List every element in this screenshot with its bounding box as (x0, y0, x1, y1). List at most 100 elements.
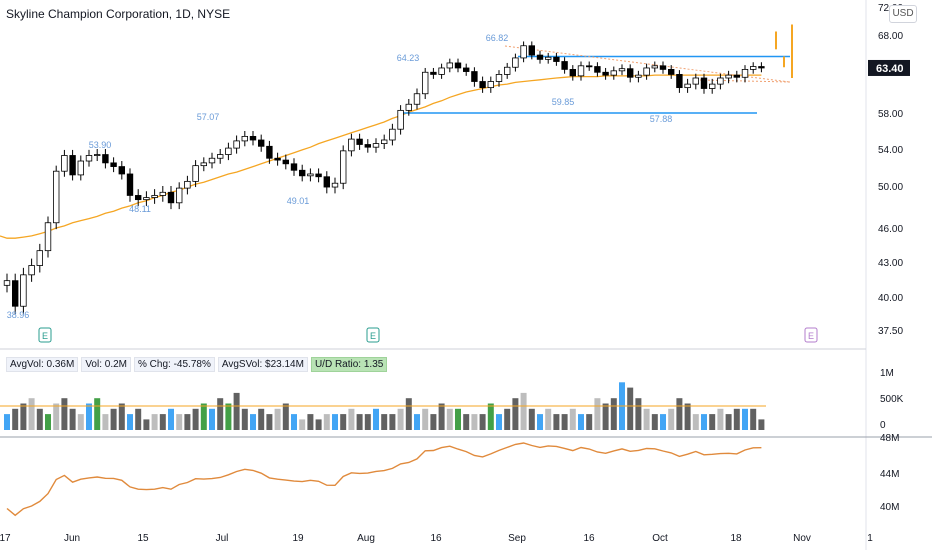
volume-bar (717, 408, 724, 430)
price-axis: 72.0068.0063.4058.0054.0050.0046.0043.00… (868, 3, 910, 337)
volume-bar (455, 408, 461, 430)
chg-label: % Chg: -45.78% (134, 357, 215, 372)
candle-body (298, 169, 306, 177)
price-tick-label: 43.00 (878, 258, 903, 269)
volume-bar (241, 408, 248, 430)
candle-body (175, 187, 183, 204)
price-annotation: 66.82 (486, 33, 509, 43)
support-resistance-layer (400, 45, 791, 114)
candle-body (454, 62, 462, 69)
candle-body (118, 166, 125, 175)
volume-bar (750, 408, 757, 430)
volume-bar (151, 414, 158, 430)
price-tick-label: 54.00 (878, 145, 903, 156)
volume-bar (528, 408, 535, 430)
candle-body (594, 66, 601, 73)
rs-tick-label: 44M (880, 469, 899, 480)
volume-bars-layer (0, 382, 766, 430)
volume-bar (217, 398, 224, 430)
volume-bar (45, 414, 51, 430)
candle-body (430, 71, 437, 75)
candle-body (134, 195, 142, 201)
avgdollar-label: AvgSVol: $23.14M (217, 357, 308, 372)
earnings-marker (38, 327, 52, 343)
candle-body (495, 74, 503, 82)
candle-body (446, 62, 453, 69)
candle-body (536, 54, 544, 60)
volume-bar (340, 414, 347, 430)
candle-body (36, 250, 43, 266)
volume-bar (176, 414, 183, 430)
price-tick-label: 46.00 (878, 224, 903, 235)
volume-bar (4, 414, 10, 430)
volume-legend: AvgVol: 0.36M Vol: 0.2M % Chg: -45.78% A… (6, 357, 388, 372)
time-tick-label: Aug (357, 533, 375, 544)
volume-bar (233, 392, 240, 430)
candle-body (610, 70, 617, 76)
candle-body (208, 157, 216, 164)
volume-bar (553, 414, 560, 430)
earnings-marker (804, 327, 818, 343)
time-tick-label: Sep (508, 533, 526, 544)
volume-bar (348, 408, 355, 430)
volume-bar (660, 414, 666, 430)
volume-bar (684, 403, 691, 430)
candle-body (520, 45, 527, 59)
volume-bar (332, 414, 338, 430)
time-tick-label: Jun (64, 533, 80, 544)
candle-body (389, 128, 396, 141)
time-tick-label: Nov (793, 533, 811, 544)
volume-bar (127, 414, 133, 430)
candle-body (733, 74, 740, 78)
volume-bar (602, 403, 609, 430)
volume-bar (446, 408, 453, 430)
candle-body (192, 165, 199, 182)
earnings-marker-label: E (808, 331, 814, 341)
candle-body (512, 57, 519, 68)
candle-body (676, 74, 683, 89)
time-tick-label: Jul (216, 533, 229, 544)
volume-bar (250, 414, 256, 430)
volume-bar (643, 408, 650, 430)
currency-badge[interactable]: USD (889, 5, 917, 23)
candle-body (339, 150, 347, 184)
volume-bar (61, 398, 68, 430)
candle-body (241, 135, 248, 142)
volume-bar (414, 414, 420, 430)
volume-bar (545, 408, 552, 430)
candle-body (438, 67, 445, 75)
candle-body (528, 45, 535, 56)
candle-body (405, 103, 412, 111)
volume-bar (569, 408, 576, 430)
volume-bar (758, 419, 765, 430)
candle-body (20, 274, 27, 307)
time-tick-label: 16 (430, 533, 442, 544)
volume-bar (430, 414, 437, 430)
volume-bar (209, 408, 215, 430)
price-tick-label: 40.00 (878, 293, 903, 304)
volume-bar (709, 414, 716, 430)
volume-bar (356, 414, 363, 430)
volume-bar (20, 403, 27, 430)
rs-tick-label: 48M (880, 433, 899, 444)
volume-bar (594, 398, 601, 430)
volume-bar (307, 414, 314, 430)
candle-body (110, 162, 117, 167)
candle-body (225, 147, 232, 155)
volume-bar (479, 414, 486, 430)
price-tick-label: 68.00 (878, 31, 903, 42)
candle-body (282, 159, 289, 165)
current-price-tag (868, 59, 910, 76)
candle-body (143, 197, 150, 201)
current-price-label: 63.40 (876, 63, 904, 75)
volume-bar (192, 408, 199, 430)
price-annotation: 49.01 (287, 196, 310, 206)
volume-bar (586, 414, 593, 430)
candles-layer (3, 24, 793, 315)
candle-body (471, 71, 478, 82)
volume-bar (274, 408, 281, 430)
time-tick-label: 1 (867, 533, 873, 544)
price-annotation: 38.96 (7, 310, 30, 320)
